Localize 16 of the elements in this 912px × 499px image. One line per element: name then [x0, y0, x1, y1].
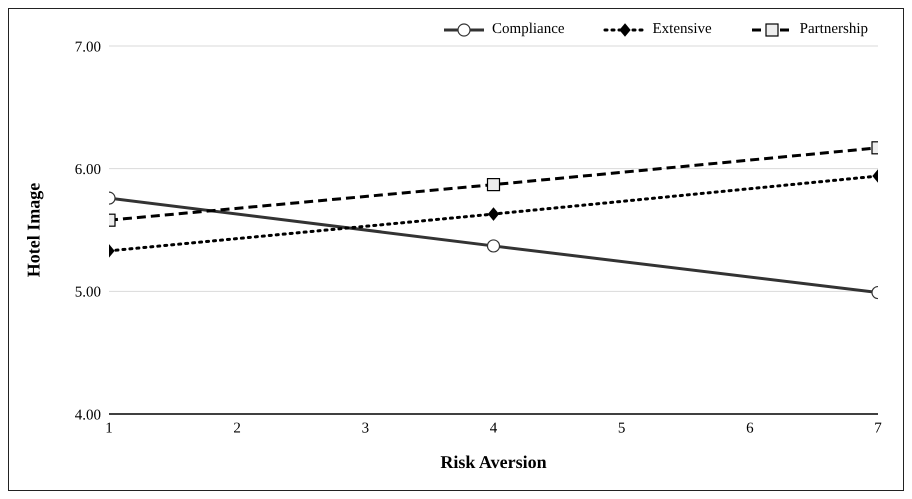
- x-tick-label: 1: [105, 420, 113, 437]
- y-tick-label: 6.00: [74, 162, 101, 178]
- y-tick-label: 7.00: [74, 39, 101, 56]
- x-axis-title: Risk Aversion: [440, 452, 547, 472]
- legend-label: Extensive: [652, 21, 712, 38]
- y-tick-label: 4.00: [74, 407, 101, 424]
- legend-label: Compliance: [492, 21, 565, 38]
- x-tick-label: 4: [490, 420, 498, 437]
- y-axis-title: Hotel Image: [23, 182, 44, 278]
- x-tick-label: 7: [874, 420, 882, 437]
- x-tick-label: 2: [233, 420, 241, 437]
- legend-label: Partnership: [800, 21, 868, 38]
- x-tick-label: 5: [618, 420, 626, 437]
- x-tick-label: 6: [746, 420, 754, 437]
- x-tick-label: 3: [362, 420, 370, 437]
- y-tick-label: 5.00: [74, 284, 101, 301]
